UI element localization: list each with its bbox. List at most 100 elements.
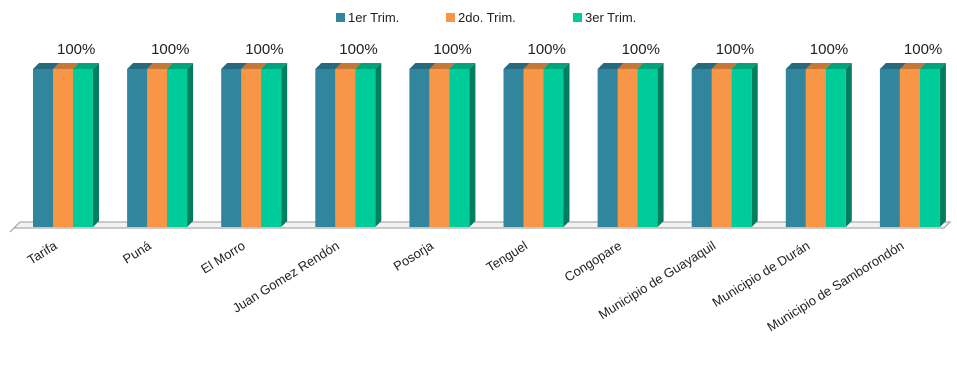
legend-label-2: 2do. Trim. [458, 10, 516, 25]
bar-top-congopare-3 [637, 63, 664, 69]
bar-posorja-1 [409, 69, 430, 227]
bar-municipio-de-guayaquil-1 [691, 69, 712, 227]
bar-congopare-2 [617, 69, 638, 227]
bar-top-posorja-3 [449, 63, 476, 69]
data-label-tenguel: 100% [528, 41, 566, 58]
data-label-puna: 100% [151, 41, 189, 58]
bar-group-municipio-de-guayaquil [691, 63, 758, 227]
bar-municipio-de-duran-2 [805, 69, 826, 227]
bar-municipio-de-samborondon-3 [919, 69, 940, 227]
bar-group-tarifa [33, 63, 99, 227]
bar-group-municipio-de-duran [785, 63, 852, 227]
bar-juan-gomez-rendon-3 [355, 69, 376, 227]
data-label-congopare: 100% [622, 41, 660, 58]
bar-top-tenguel-1 [503, 63, 530, 69]
bar-group-tenguel [503, 63, 570, 227]
bar-group-posorja [409, 63, 476, 227]
bar-side-tarifa-3 [93, 63, 99, 227]
bar-side-congopare-3 [657, 63, 664, 227]
floor-edge [9, 227, 15, 233]
bar-juan-gomez-rendon-1 [315, 69, 336, 227]
bar-municipio-de-guayaquil-2 [711, 69, 732, 227]
legend-swatch-2 [446, 13, 455, 22]
bar-top-municipio-de-duran-3 [825, 63, 852, 69]
bar-top-tarifa-3 [73, 63, 99, 69]
data-label-tarifa: 100% [57, 41, 95, 58]
bar-tarifa-2 [53, 69, 73, 227]
data-label-juan-gomez-rendon: 100% [339, 41, 377, 58]
bar-top-juan-gomez-rendon-1 [315, 63, 342, 69]
bar-side-municipio-de-samborondon-3 [939, 63, 946, 227]
bar-municipio-de-guayaquil-3 [731, 69, 752, 227]
bar-tenguel-1 [503, 69, 524, 227]
data-label-municipio-de-guayaquil: 100% [716, 41, 754, 58]
bar-top-tenguel-3 [543, 63, 570, 69]
bar-top-municipio-de-guayaquil-3 [731, 63, 758, 69]
bar-congopare-1 [597, 69, 618, 227]
bar-top-posorja-2 [429, 63, 456, 69]
bar-top-tarifa-2 [53, 63, 79, 69]
bar-top-municipio-de-guayaquil-2 [711, 63, 738, 69]
bar-side-el-morro-3 [281, 63, 288, 227]
category-label-tarifa: Tarifa [25, 237, 61, 267]
bar-top-tarifa-1 [33, 63, 59, 69]
data-label-municipio-de-duran: 100% [810, 41, 848, 58]
bar-top-posorja-1 [409, 63, 436, 69]
category-label-tenguel: Tenguel [484, 238, 531, 275]
bar-top-juan-gomez-rendon-2 [335, 63, 362, 69]
data-label-el-morro: 100% [245, 41, 283, 58]
data-labels-group: 100% 100% 100% 100% 100% 100% 100% 100% 100% 100% [57, 41, 942, 58]
bar-top-el-morro-1 [221, 63, 248, 69]
bar-top-el-morro-3 [261, 63, 288, 69]
bar-group-municipio-de-samborondon [879, 63, 946, 227]
bar-puna-2 [147, 69, 168, 227]
bar-congopare-3 [637, 69, 658, 227]
bar-group-el-morro [221, 63, 288, 227]
legend-swatch-3 [573, 13, 582, 22]
bar-el-morro-3 [261, 69, 282, 227]
bar-top-el-morro-2 [241, 63, 268, 69]
bar-side-municipio-de-guayaquil-3 [751, 63, 758, 227]
bar-top-municipio-de-duran-1 [785, 63, 812, 69]
data-label-posorja: 100% [433, 41, 471, 58]
bar-juan-gomez-rendon-2 [335, 69, 356, 227]
data-label-municipio-de-samborondon: 100% [904, 41, 942, 58]
category-label-municipio-de-duran: Municipio de Durán [709, 238, 812, 310]
bar-top-puna-3 [167, 63, 194, 69]
bar-side-juan-gomez-rendon-3 [375, 63, 382, 227]
category-label-el-morro: El Morro [198, 238, 248, 277]
category-label-congopare: Congopare [562, 238, 625, 285]
category-label-posorja: Posorja [391, 237, 437, 273]
bar-posorja-3 [449, 69, 470, 227]
bar-puna-1 [127, 69, 148, 227]
bar-posorja-2 [429, 69, 450, 227]
bar-group-puna [127, 63, 194, 227]
bars-group [33, 63, 946, 227]
bar-side-puna-3 [187, 63, 194, 227]
bar-municipio-de-duran-3 [825, 69, 846, 227]
bar-el-morro-1 [221, 69, 242, 227]
bar-side-tenguel-3 [563, 63, 570, 227]
bar-top-municipio-de-guayaquil-1 [691, 63, 718, 69]
bar-side-posorja-3 [469, 63, 476, 227]
bar-municipio-de-duran-1 [785, 69, 806, 227]
bar-top-congopare-1 [597, 63, 624, 69]
bar-top-municipio-de-duran-2 [805, 63, 832, 69]
legend-swatch-1 [336, 13, 345, 22]
bar-top-puna-1 [127, 63, 154, 69]
bar-top-juan-gomez-rendon-3 [355, 63, 382, 69]
bar-municipio-de-samborondon-2 [899, 69, 920, 227]
bar-group-congopare [597, 63, 664, 227]
bar-top-puna-2 [147, 63, 174, 69]
bar-tenguel-2 [523, 69, 544, 227]
category-label-puna: Puná [120, 237, 154, 266]
bar-top-congopare-2 [617, 63, 644, 69]
bar-el-morro-2 [241, 69, 262, 227]
bar-municipio-de-samborondon-1 [879, 69, 900, 227]
bar-tenguel-3 [543, 69, 564, 227]
bar-top-municipio-de-samborondon-3 [919, 63, 946, 69]
bar-tarifa-1 [33, 69, 53, 227]
legend: 1er Trim. 2do. Trim. 3er Trim. [336, 10, 636, 25]
